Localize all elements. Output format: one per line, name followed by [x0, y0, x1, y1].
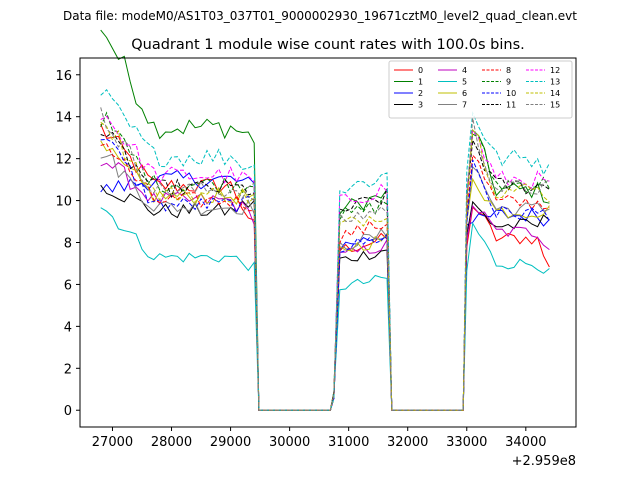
y-tick-label: 4	[64, 320, 72, 335]
y-axis: 0 2 4 6 8 10 12 14 16	[55, 69, 80, 419]
x-tick-label: 31000	[328, 435, 369, 450]
x-tick-label: 30000	[269, 435, 310, 450]
series-line-15	[100, 107, 550, 411]
legend-label-14: 14	[550, 89, 560, 98]
legend-label-13: 13	[550, 78, 560, 87]
y-tick-label: 6	[64, 278, 72, 293]
legend-label-9: 9	[506, 78, 511, 87]
x-axis: 27000 28000 29000 30000 31000 32000 33000 34000	[92, 427, 546, 450]
legend-label-8: 8	[506, 66, 511, 75]
legend-label-10: 10	[506, 89, 516, 98]
legend-label-3: 3	[418, 101, 423, 110]
y-tick-label: 12	[55, 153, 72, 168]
legend-label-0: 0	[418, 66, 423, 75]
y-tick-label: 2	[64, 362, 72, 377]
y-tick-label: 10	[55, 195, 72, 210]
y-tick-label: 0	[64, 404, 72, 419]
x-tick-label: 32000	[387, 435, 428, 450]
legend-label-5: 5	[462, 78, 467, 87]
chart-title: Quadrant 1 module wise count rates with …	[131, 37, 525, 53]
x-offset-text: +2.959e8	[512, 454, 576, 469]
x-tick-label: 27000	[92, 435, 133, 450]
plot-area	[80, 58, 576, 427]
legend-label-12: 12	[550, 66, 560, 75]
legend-label-7: 7	[462, 101, 467, 110]
x-tick-label: 29000	[210, 435, 251, 450]
legend-frame	[388, 60, 573, 119]
y-tick-label: 16	[55, 69, 72, 84]
legend-label-1: 1	[418, 78, 423, 87]
legend-label-2: 2	[418, 89, 423, 98]
legend-label-6: 6	[462, 89, 467, 98]
x-tick-label: 33000	[446, 435, 487, 450]
x-tick-label: 28000	[151, 435, 192, 450]
y-tick-label: 8	[64, 237, 72, 252]
x-tick-label: 34000	[505, 435, 546, 450]
legend-label-11: 11	[506, 101, 516, 110]
plot-frame	[79, 57, 577, 428]
legend-label-15: 15	[550, 101, 560, 110]
legend-label-4: 4	[462, 66, 467, 75]
series-layer	[100, 29, 550, 411]
y-tick-label: 14	[55, 111, 72, 126]
suptitle: Data file: modeM0/AS1T03_037T01_90000029…	[63, 9, 577, 23]
